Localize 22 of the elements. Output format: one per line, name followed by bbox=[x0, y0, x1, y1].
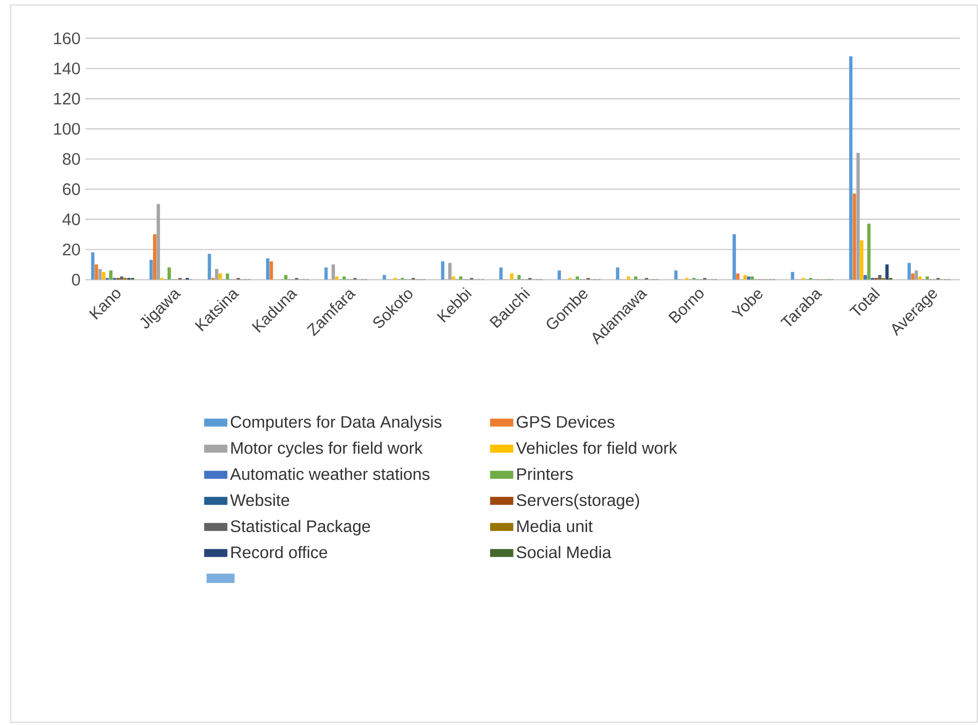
legend-label: Social Media bbox=[516, 546, 612, 558]
legend-label: GPS Devices bbox=[516, 416, 614, 428]
y-tick-label: 80 bbox=[62, 153, 80, 165]
x-tick-label: Yobe bbox=[731, 290, 762, 317]
legend-label: Motor cycles for field work bbox=[231, 442, 423, 458]
legend-label: Printers bbox=[517, 468, 573, 480]
legend-label: Record office bbox=[231, 546, 328, 558]
y-tick-label: 60 bbox=[62, 183, 80, 196]
y-tick-label: 20 bbox=[62, 244, 80, 256]
y-tick-label: 160 bbox=[54, 32, 80, 44]
y-tick-label: 100 bbox=[54, 122, 80, 135]
legend-label: Computers for Data Analysis bbox=[230, 416, 442, 432]
legend-label: Website bbox=[230, 494, 290, 506]
y-tick-label: 120 bbox=[54, 92, 80, 105]
legend-label: Automatic weather stations bbox=[230, 468, 430, 480]
legend-label: Statistical Package bbox=[230, 520, 370, 536]
legend-label: Servers(storage) bbox=[516, 494, 640, 510]
y-tick-label: 140 bbox=[54, 62, 80, 74]
legend-label: Media unit bbox=[517, 520, 593, 532]
y-tick-label: 0 bbox=[72, 274, 80, 286]
y-tick-label: 40 bbox=[62, 213, 80, 226]
legend-label: Vehicles for field work bbox=[516, 442, 678, 454]
